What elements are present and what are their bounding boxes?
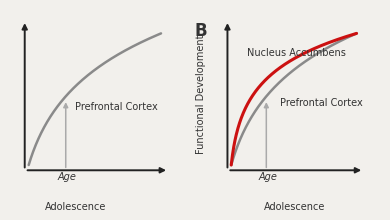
Text: Adolescence: Adolescence: [264, 202, 325, 212]
Text: Nucleus Accumbens: Nucleus Accumbens: [247, 48, 346, 58]
Text: Age: Age: [258, 172, 277, 182]
Text: Adolescence: Adolescence: [45, 202, 107, 212]
Text: Prefrontal Cortex: Prefrontal Cortex: [280, 98, 363, 108]
Text: Prefrontal Cortex: Prefrontal Cortex: [74, 102, 158, 112]
Text: Age: Age: [58, 172, 76, 182]
Text: B: B: [195, 22, 207, 40]
Text: Functional Development: Functional Development: [196, 35, 206, 154]
